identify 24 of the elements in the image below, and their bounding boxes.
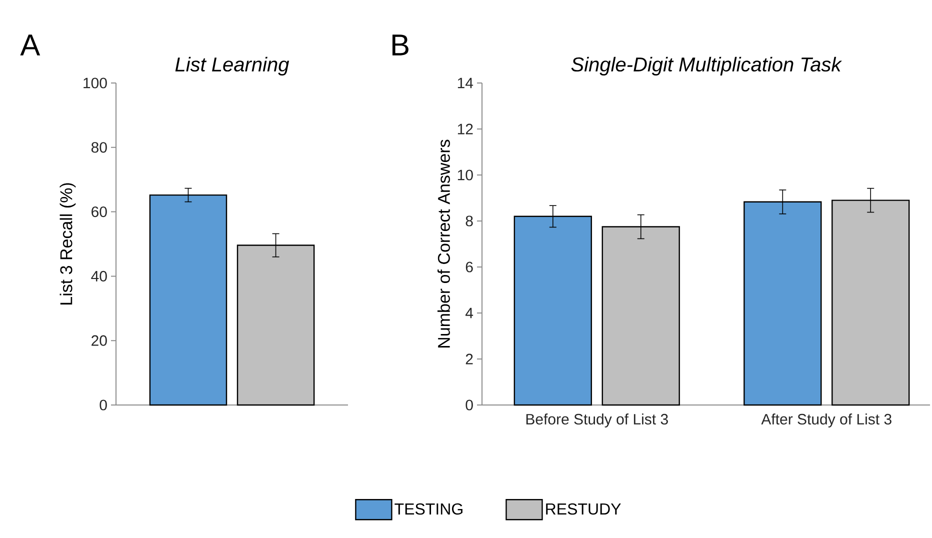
text: B: [392, 34, 408, 56]
y-tick-label: 0: [100, 400, 107, 410]
y-axis-title: Number of Correct Answers: [437, 140, 450, 348]
y-axis-title: List 3 Recall (%): [60, 183, 76, 304]
y-tick-label: 0: [466, 400, 473, 410]
x-tick-label: After Study of List 3: [761, 414, 892, 428]
y-tick-label: 20: [92, 335, 107, 346]
y-tick-label: 100: [84, 78, 107, 88]
y-tick-label: 4: [465, 308, 474, 318]
y-tick-label: 8: [466, 216, 473, 226]
y-tick-label: 2: [466, 354, 473, 364]
y-tick-label: 12: [458, 124, 473, 134]
y-tick-label: 80: [91, 142, 107, 153]
y-tick-label: 14: [458, 78, 474, 88]
y-tick-label: 10: [458, 170, 473, 180]
y-tick-label: 40: [91, 270, 107, 282]
legend-label: TESTING: [394, 503, 462, 515]
legend-label: RESTUDY: [546, 503, 621, 515]
x-tick-label: Before Study of List 3: [526, 414, 668, 428]
y-tick-label: 6: [466, 262, 473, 272]
text: A: [20, 34, 40, 56]
y-tick-label: 60: [92, 206, 107, 218]
chart-title: List Learning: [175, 56, 290, 76]
chart-title: Single-Digit Multiplication Task: [571, 56, 842, 76]
